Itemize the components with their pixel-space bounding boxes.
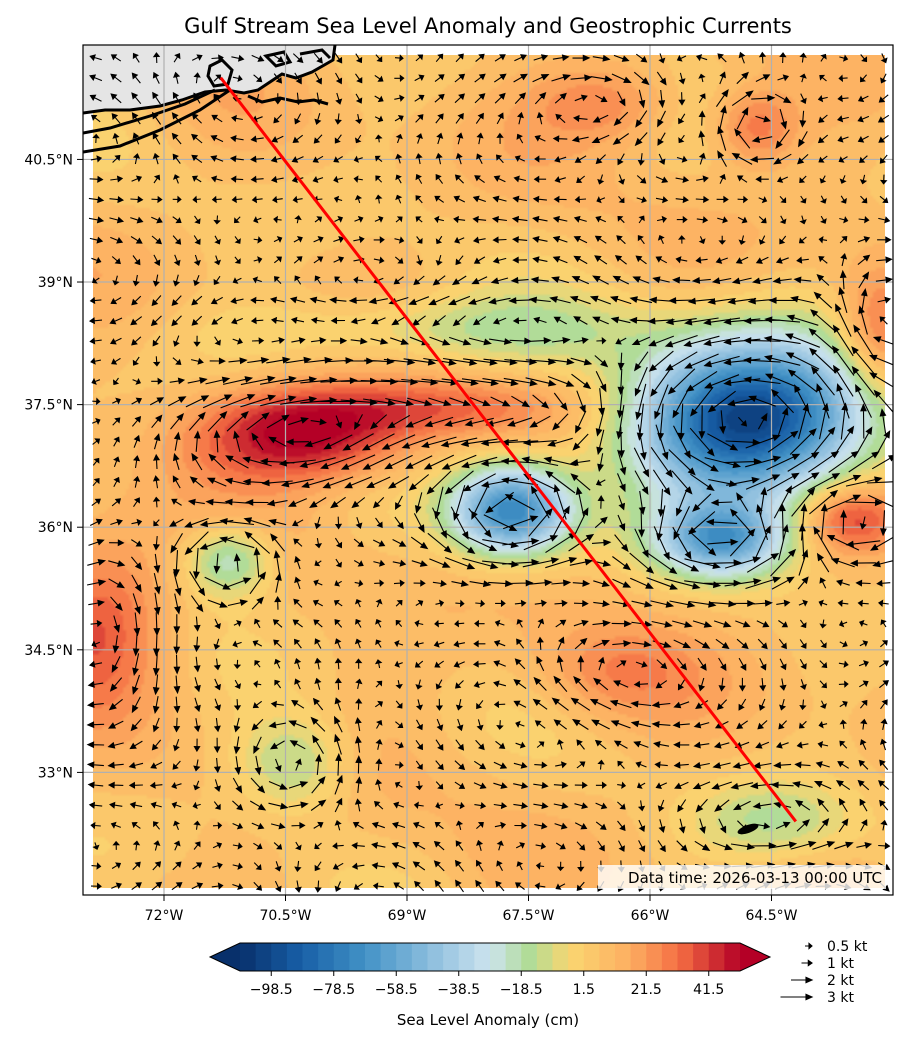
colorbar-tick-label: 41.5: [693, 982, 724, 998]
colorbar-segment: [333, 943, 350, 971]
coastline-landmass: [83, 45, 337, 154]
colorbar-tick-label: −78.5: [312, 982, 355, 998]
colorbar-segment: [490, 943, 507, 971]
colorbar-segment: [474, 943, 491, 971]
data-timestamp: Data time: 2026-03-13 00:00 UTC: [628, 869, 882, 887]
colorbar-segment: [443, 943, 460, 971]
colorbar-segment: [271, 943, 288, 971]
colorbar-tick-label: −18.5: [500, 982, 543, 998]
plot-frame: [82, 44, 894, 896]
colorbar-segment: [661, 943, 679, 971]
colorbar-segment: [630, 943, 647, 971]
colorbar: −98.5 −78.5 −58.5 −38.5 −18.5 1.5 21.5 41.5: [208, 942, 772, 998]
colorbar-tick-label: 1.5: [573, 982, 595, 998]
x-tick-label: 67.5°W: [502, 908, 554, 924]
y-tick-label: 40.5°N: [24, 152, 73, 168]
y-tick-label: 34.5°N: [24, 643, 73, 659]
colorbar-segment: [536, 943, 554, 971]
y-axis-ticks: 40.5°N 39°N 37.5°N 36°N 34.5°N 33°N: [24, 152, 83, 781]
colorbar-segment: [427, 943, 444, 971]
colorbar-segment: [693, 943, 710, 971]
colorbar-segment: [552, 943, 569, 971]
colorbar-segment: [708, 943, 725, 971]
current-arrow-field: [86, 51, 893, 893]
colorbar-segment: [380, 943, 397, 971]
colorbar-extend-high: [740, 943, 770, 971]
colorbar-segment: [240, 943, 257, 971]
colorbar-segment: [583, 943, 600, 971]
colorbar-segment: [615, 943, 632, 971]
quiver-key-label: 1 kt: [827, 956, 854, 972]
colorbar-segment: [677, 943, 694, 971]
x-tick-label: 66°W: [631, 908, 670, 924]
y-tick-label: 37.5°N: [24, 398, 73, 414]
x-tick-label: 70.5°W: [259, 908, 311, 924]
colorbar-segment: [365, 943, 382, 971]
colorbar-segment: [646, 943, 663, 971]
sea-level-anomaly-field: [93, 55, 885, 888]
colorbar-segment: [286, 943, 304, 971]
colorbar-extend-low: [210, 943, 240, 971]
colorbar-segment: [724, 943, 741, 971]
quiver-key-arrow: [801, 959, 813, 967]
survey-track-line: [219, 76, 797, 823]
colorbar-segment: [505, 943, 522, 971]
colorbar-segment: [302, 943, 319, 971]
colorbar-segment: [349, 943, 366, 971]
colorbar-segment: [411, 943, 429, 971]
x-tick-label: 64.5°W: [745, 908, 797, 924]
track-end-marker: [737, 823, 759, 835]
quiver-key: 0.5 kt1 kt2 kt3 kt: [780, 939, 868, 1006]
colorbar-segment: [599, 943, 616, 971]
x-axis-ticks: 72°W 70.5°W 69°W 67.5°W 66°W 64.5°W: [145, 895, 798, 924]
y-tick-label: 39°N: [38, 275, 73, 291]
quiver-key-arrow: [791, 976, 814, 984]
timestamp-box: [598, 865, 886, 889]
colorbar-tick-label: −98.5: [250, 982, 293, 998]
colorbar-label: Sea Level Anomaly (cm): [397, 1011, 579, 1029]
colorbar-segment: [458, 943, 475, 971]
y-tick-label: 36°N: [38, 520, 73, 536]
chart-title: Gulf Stream Sea Level Anomaly and Geostr…: [184, 14, 792, 38]
colorbar-tick-label: −58.5: [375, 982, 418, 998]
colorbar-segment: [521, 943, 538, 971]
colorbar-segment: [318, 943, 335, 971]
quiver-key-label: 0.5 kt: [827, 939, 868, 955]
quiver-key-label: 3 kt: [827, 990, 854, 1006]
colorbar-segment: [255, 943, 272, 971]
quiver-key-label: 2 kt: [827, 973, 854, 989]
colorbar-tick-label: 21.5: [631, 982, 662, 998]
geostrophic-current-arrows: [86, 51, 893, 893]
colorbar-segment: [568, 943, 585, 971]
colorbar-outline: [208, 942, 772, 972]
x-tick-label: 72°W: [145, 908, 184, 924]
x-tick-label: 69°W: [388, 908, 427, 924]
quiver-key-arrow: [805, 942, 813, 950]
colorbar-tick-label: −38.5: [437, 982, 480, 998]
quiver-key-arrow: [780, 993, 814, 1001]
map-plot-area: Data time: 2026-03-13 00:00 UTC: [83, 45, 893, 895]
colorbar-segment: [396, 943, 413, 971]
y-tick-label: 33°N: [38, 765, 73, 781]
